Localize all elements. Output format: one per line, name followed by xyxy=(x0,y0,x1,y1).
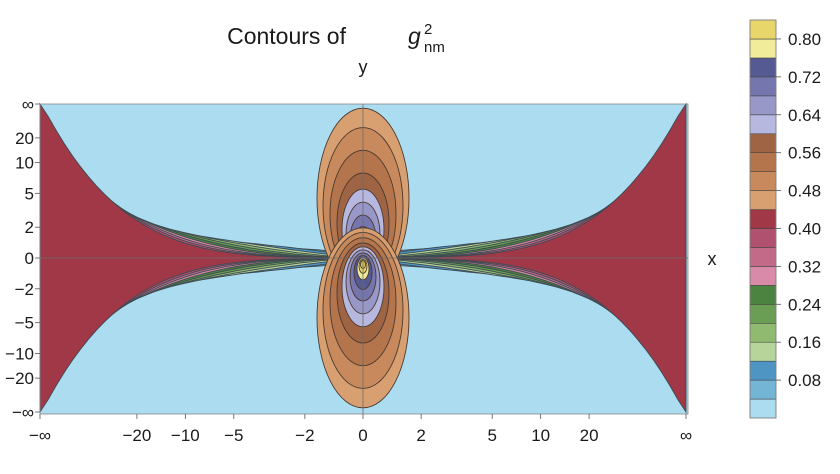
title-subscript: nm xyxy=(424,39,445,56)
x-tick-label: −20 xyxy=(122,426,151,445)
legend-tick-label: 0.80 xyxy=(788,30,821,49)
x-tick-label: −10 xyxy=(171,426,200,445)
y-tick-label: −10 xyxy=(5,344,34,363)
legend-tick-label: 0.64 xyxy=(788,106,821,125)
legend-cell xyxy=(749,152,777,172)
x-tick-label: 0 xyxy=(358,426,367,445)
legend-cell xyxy=(749,38,777,59)
legend-cell xyxy=(749,19,777,40)
legend-cell xyxy=(749,209,777,229)
legend-tick-label: 0.72 xyxy=(788,68,821,87)
y-tick-label: 20 xyxy=(15,129,34,148)
plot-area xyxy=(39,102,689,415)
legend-cell xyxy=(749,190,777,210)
legend-cell xyxy=(749,266,777,286)
x-tick-label: −∞ xyxy=(29,426,51,445)
legend-cell xyxy=(749,76,777,97)
legend-tick-label: 0.56 xyxy=(788,144,821,163)
chart-title: Contours of g nm 2 xyxy=(227,21,445,56)
legend-cell xyxy=(749,228,777,248)
legend-tick-label: 0.16 xyxy=(788,333,821,352)
legend-tick-label: 0.40 xyxy=(788,219,821,238)
legend-tick-label: 0.24 xyxy=(788,295,821,314)
legend-cell xyxy=(749,398,777,419)
legend-tick-label: 0.48 xyxy=(788,182,821,201)
y-tick-label: −∞ xyxy=(12,403,34,422)
y-tick-label: −5 xyxy=(15,314,34,333)
legend-cell xyxy=(749,379,777,400)
legend-cell xyxy=(749,171,777,191)
y-tick-label: 5 xyxy=(25,184,34,203)
title-text: Contours of xyxy=(227,23,347,49)
y-tick-label: 10 xyxy=(15,154,34,173)
y-tick-label: ∞ xyxy=(22,95,34,114)
x-tick-label: 5 xyxy=(487,426,496,445)
plot-frame xyxy=(39,103,689,415)
legend-cell xyxy=(749,303,777,324)
x-tick-label: 20 xyxy=(580,426,599,445)
legend-cell xyxy=(749,57,777,78)
x-tick-label: ∞ xyxy=(680,426,692,445)
y-tick-label: 0 xyxy=(25,249,34,268)
legend-frame xyxy=(749,19,777,419)
legend-cell xyxy=(749,95,777,116)
legend-cell xyxy=(749,360,777,381)
legend-cell xyxy=(749,247,777,267)
title-symbol: g xyxy=(408,23,421,49)
legend-cell xyxy=(749,114,777,135)
legend-cell xyxy=(749,133,777,153)
title-superscript: 2 xyxy=(424,21,432,38)
y-tick-label: −20 xyxy=(5,369,34,388)
x-tick-label: 2 xyxy=(416,426,425,445)
y-tick-label: −2 xyxy=(15,280,34,299)
y-axis-label: y xyxy=(359,57,368,77)
x-tick-label: −5 xyxy=(224,426,243,445)
x-axis-label: x xyxy=(708,249,717,269)
color-legend: 0.80 0.72 0.64 0.56 0.48 0.40 0.32 0.24 0.16 0.08 xyxy=(749,19,821,419)
legend-cell xyxy=(749,322,777,343)
x-tick-label: −2 xyxy=(295,426,314,445)
legend-tick-label: 0.08 xyxy=(788,371,821,390)
legend-cell xyxy=(749,341,777,362)
y-tick-label: 2 xyxy=(25,218,34,237)
legend-tick-label: 0.32 xyxy=(788,257,821,276)
legend-cell xyxy=(749,284,777,305)
x-axis-ticks: −∞ −20 −10 −5 −2 0 2 5 10 20 ∞ xyxy=(29,414,692,445)
x-tick-label: 10 xyxy=(531,426,550,445)
